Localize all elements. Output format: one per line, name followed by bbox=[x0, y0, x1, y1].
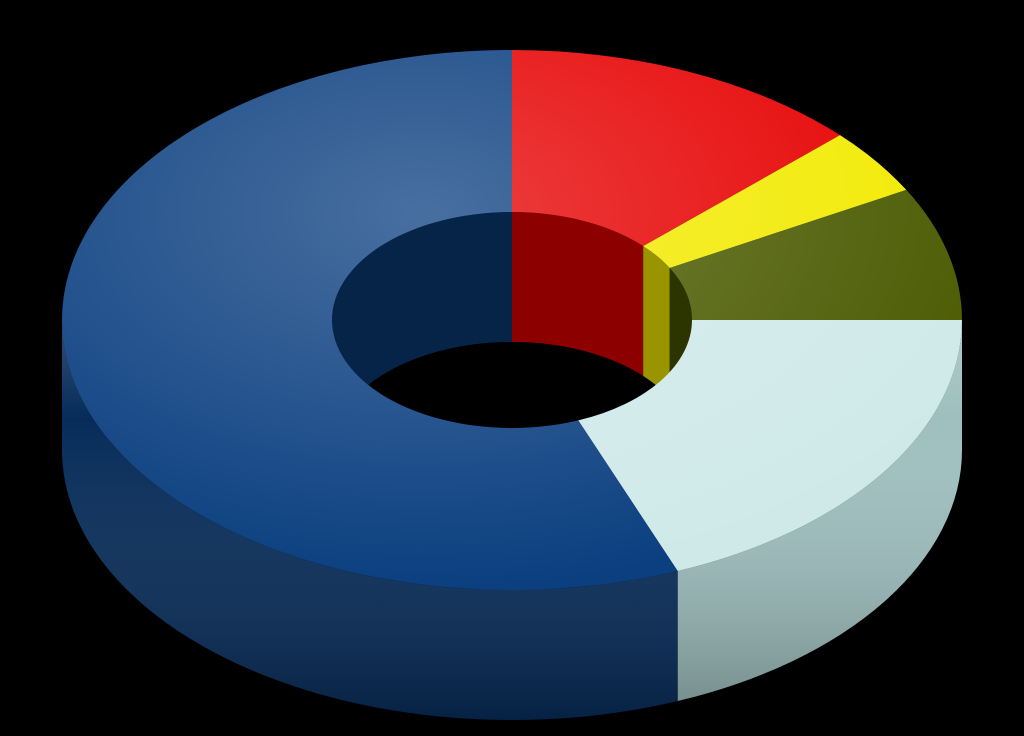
donut-chart-3d bbox=[0, 0, 1024, 736]
slice-inner-wall bbox=[643, 246, 670, 398]
